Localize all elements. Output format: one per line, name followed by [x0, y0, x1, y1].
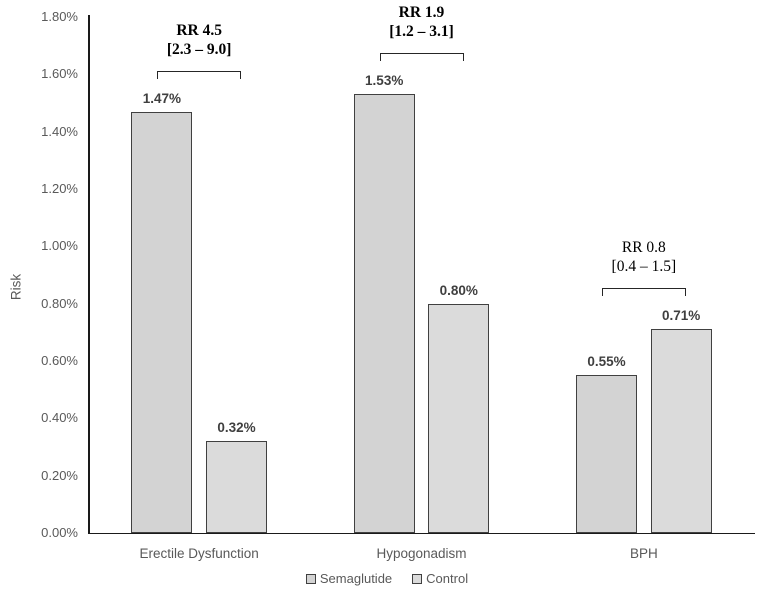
bar-control-2 — [650, 329, 712, 533]
bar-value-label: 0.80% — [439, 282, 478, 298]
y-tick-label: 0.40% — [41, 410, 78, 426]
bar-value-label: 0.32% — [217, 420, 256, 436]
y-tick-label: 1.20% — [41, 181, 78, 196]
y-tick-label: 1.00% — [41, 238, 78, 254]
y-tick-label: 0.20% — [41, 467, 78, 483]
comparison-bracket-2 — [601, 288, 686, 297]
y-tick-label: 1.60% — [41, 66, 78, 82]
category-label-2: BPH — [629, 546, 658, 561]
x-axis-line — [88, 532, 755, 535]
legend-label-semaglutide: Semaglutide — [319, 571, 393, 586]
rr-value: RR 4.5 — [176, 21, 222, 39]
legend-item-control: Control — [412, 571, 468, 586]
category-label-1: Hypogonadism — [376, 546, 467, 561]
rr-annotation-2: RR 0.8 [0.4 – 1.5] — [559, 238, 729, 276]
rr-annotation-1: RR 1.9 [1.2 – 3.1] — [337, 3, 507, 41]
legend-swatch-control — [412, 573, 423, 584]
bar-value-label: 1.53% — [365, 73, 404, 89]
rr-confidence-interval: [2.3 – 9.0] — [166, 40, 232, 58]
comparison-bracket-1 — [379, 53, 464, 62]
bar-semaglutide-1 — [353, 94, 415, 533]
rr-confidence-interval: [1.2 – 3.1] — [389, 23, 454, 41]
rr-value: RR 0.8 — [621, 239, 666, 257]
bar-value-label: 0.55% — [587, 354, 626, 370]
y-axis-line — [88, 15, 90, 534]
bar-control-0 — [205, 441, 267, 533]
comparison-bracket-0 — [157, 70, 242, 79]
y-tick-label: 0.60% — [41, 353, 78, 368]
bar-control-1 — [428, 303, 490, 533]
legend-item-semaglutide: Semaglutide — [305, 571, 393, 586]
y-tick-label: 1.80% — [41, 9, 78, 24]
bar-semaglutide-0 — [131, 111, 193, 533]
y-tick-label: 0.00% — [41, 525, 78, 540]
legend: Semaglutide Control — [0, 571, 774, 586]
rr-value: RR 1.9 — [398, 4, 445, 22]
category-label-0: Erectile Dysfunction — [139, 546, 259, 561]
bar-semaglutide-2 — [576, 375, 638, 533]
y-tick-label: 0.80% — [41, 295, 78, 311]
rr-confidence-interval: [0.4 – 1.5] — [611, 258, 677, 276]
bar-value-label: 0.71% — [661, 308, 701, 324]
legend-label-control: Control — [426, 571, 469, 586]
rr-annotation-0: RR 4.5 [2.3 – 9.0] — [114, 21, 284, 59]
bar-value-label: 1.47% — [142, 90, 181, 106]
y-tick-label: 1.40% — [41, 123, 78, 139]
legend-swatch-semaglutide — [305, 573, 316, 584]
